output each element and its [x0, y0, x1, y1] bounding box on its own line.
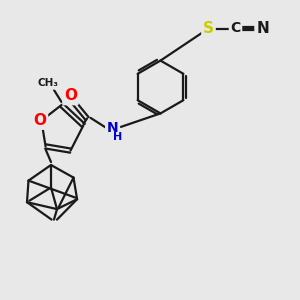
Text: CH₃: CH₃	[38, 78, 58, 88]
Text: H: H	[113, 132, 122, 142]
Text: O: O	[64, 88, 77, 104]
Text: C: C	[230, 22, 241, 35]
Text: S: S	[203, 21, 214, 36]
Text: N: N	[107, 122, 118, 135]
Text: O: O	[33, 113, 46, 128]
Text: N: N	[256, 21, 269, 36]
